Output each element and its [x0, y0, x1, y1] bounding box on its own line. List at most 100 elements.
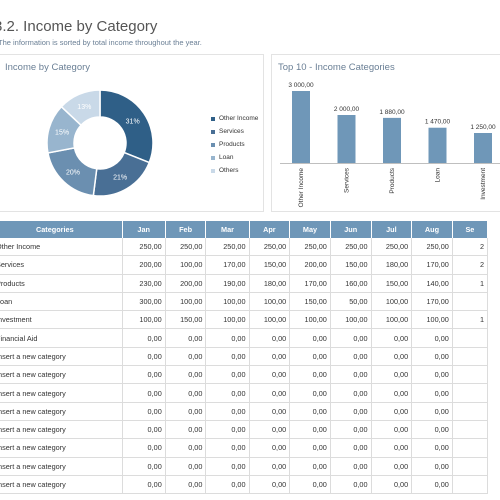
amount-cell[interactable]: 0,00	[371, 383, 413, 403]
amount-cell[interactable]: 150,00	[249, 255, 291, 275]
amount-cell[interactable]: 0,00	[249, 457, 291, 476]
amount-cell[interactable]	[452, 328, 489, 348]
amount-cell[interactable]: 250,00	[411, 238, 453, 257]
bar-4[interactable]	[474, 133, 492, 163]
amount-cell[interactable]: 0,00	[122, 347, 166, 367]
category-cell[interactable]: Products	[0, 274, 123, 293]
amount-cell[interactable]: 0,00	[249, 420, 291, 440]
amount-cell[interactable]: 250,00	[165, 238, 207, 257]
amount-cell[interactable]: 2	[452, 255, 489, 275]
amount-cell[interactable]: 0,00	[205, 457, 250, 476]
amount-cell[interactable]: 0,00	[371, 438, 413, 458]
amount-cell[interactable]: 160,00	[330, 274, 372, 293]
amount-cell[interactable]: 100,00	[371, 292, 413, 312]
amount-cell[interactable]	[452, 402, 489, 421]
amount-cell[interactable]: 0,00	[205, 365, 250, 385]
amount-cell[interactable]: 100,00	[165, 255, 207, 275]
amount-cell[interactable]: 140,00	[411, 274, 453, 293]
amount-cell[interactable]: 0,00	[371, 347, 413, 367]
amount-cell[interactable]: 0,00	[122, 402, 166, 421]
amount-cell[interactable]: 0,00	[205, 347, 250, 367]
amount-cell[interactable]: 0,00	[165, 365, 207, 385]
column-header-1[interactable]: Jan	[122, 221, 166, 238]
amount-cell[interactable]: 0,00	[165, 438, 207, 458]
amount-cell[interactable]: 0,00	[330, 457, 372, 476]
amount-cell[interactable]: 0,00	[411, 383, 453, 403]
amount-cell[interactable]: 1	[452, 274, 489, 293]
amount-cell[interactable]: 0,00	[289, 402, 331, 421]
amount-cell[interactable]: 250,00	[289, 238, 331, 257]
amount-cell[interactable]: 170,00	[205, 255, 250, 275]
category-cell[interactable]: Services	[0, 255, 123, 275]
amount-cell[interactable]: 0,00	[249, 438, 291, 458]
amount-cell[interactable]	[452, 292, 489, 312]
category-cell[interactable]: Insert a new category	[0, 475, 123, 495]
amount-cell[interactable]	[452, 420, 489, 440]
amount-cell[interactable]: 230,00	[122, 274, 166, 293]
amount-cell[interactable]: 150,00	[165, 310, 207, 330]
amount-cell[interactable]: 150,00	[289, 292, 331, 312]
amount-cell[interactable]: 100,00	[411, 310, 453, 330]
amount-cell[interactable]: 0,00	[289, 438, 331, 458]
amount-cell[interactable]: 0,00	[330, 347, 372, 367]
donut-chart-panel[interactable]: Income by Category 31% 21% 20% 15% 13% Other…	[0, 54, 264, 212]
amount-cell[interactable]: 200,00	[289, 255, 331, 275]
amount-cell[interactable]: 0,00	[205, 383, 250, 403]
amount-cell[interactable]: 0,00	[165, 347, 207, 367]
amount-cell[interactable]: 0,00	[289, 347, 331, 367]
category-cell[interactable]: Insert a new category	[0, 383, 123, 403]
amount-cell[interactable]: 0,00	[122, 420, 166, 440]
amount-cell[interactable]: 0,00	[122, 328, 166, 348]
column-header-9[interactable]: Se	[452, 221, 489, 238]
amount-cell[interactable]: 150,00	[330, 255, 372, 275]
amount-cell[interactable]: 0,00	[289, 420, 331, 440]
amount-cell[interactable]: 180,00	[371, 255, 413, 275]
donut-slice-4[interactable]	[60, 89, 101, 127]
amount-cell[interactable]: 0,00	[249, 365, 291, 385]
amount-cell[interactable]: 50,00	[330, 292, 372, 312]
amount-cell[interactable]: 250,00	[122, 238, 166, 257]
amount-cell[interactable]: 100,00	[249, 292, 291, 312]
amount-cell[interactable]: 0,00	[411, 402, 453, 421]
column-header-7[interactable]: Jul	[371, 221, 413, 238]
amount-cell[interactable]: 0,00	[289, 328, 331, 348]
amount-cell[interactable]: 180,00	[249, 274, 291, 293]
amount-cell[interactable]: 0,00	[249, 475, 291, 495]
amount-cell[interactable]	[452, 457, 489, 476]
amount-cell[interactable]: 0,00	[205, 475, 250, 495]
amount-cell[interactable]: 0,00	[411, 347, 453, 367]
bar-2[interactable]	[383, 117, 401, 163]
amount-cell[interactable]	[452, 347, 489, 367]
amount-cell[interactable]: 0,00	[371, 402, 413, 421]
amount-cell[interactable]: 250,00	[205, 238, 250, 257]
amount-cell[interactable]: 0,00	[371, 420, 413, 440]
category-cell[interactable]: Financial Aid	[0, 328, 123, 348]
amount-cell[interactable]: 100,00	[122, 310, 166, 330]
amount-cell[interactable]: 200,00	[165, 274, 207, 293]
amount-cell[interactable]: 0,00	[249, 383, 291, 403]
amount-cell[interactable]: 100,00	[289, 310, 331, 330]
amount-cell[interactable]: 0,00	[289, 475, 331, 495]
amount-cell[interactable]: 0,00	[411, 475, 453, 495]
amount-cell[interactable]: 0,00	[411, 365, 453, 385]
amount-cell[interactable]: 250,00	[371, 238, 413, 257]
amount-cell[interactable]: 0,00	[122, 383, 166, 403]
amount-cell[interactable]: 100,00	[205, 292, 250, 312]
amount-cell[interactable]	[452, 383, 489, 403]
column-header-6[interactable]: Jun	[330, 221, 372, 238]
amount-cell[interactable]: 250,00	[249, 238, 291, 257]
amount-cell[interactable]: 0,00	[122, 438, 166, 458]
amount-cell[interactable]: 100,00	[205, 310, 250, 330]
amount-cell[interactable]: 0,00	[371, 328, 413, 348]
amount-cell[interactable]: 0,00	[330, 383, 372, 403]
column-header-8[interactable]: Aug	[411, 221, 453, 238]
bar-chart-panel[interactable]: Top 10 - Income Categories 3 000,00 Other…	[271, 54, 500, 212]
category-cell[interactable]: Insert a new category	[0, 347, 123, 367]
amount-cell[interactable]: 0,00	[411, 328, 453, 348]
bar-0[interactable]	[292, 91, 310, 163]
amount-cell[interactable]: 0,00	[330, 328, 372, 348]
donut-slice-0[interactable]	[99, 89, 154, 164]
amount-cell[interactable]: 0,00	[205, 420, 250, 440]
amount-cell[interactable]: 0,00	[371, 457, 413, 476]
amount-cell[interactable]: 0,00	[165, 457, 207, 476]
